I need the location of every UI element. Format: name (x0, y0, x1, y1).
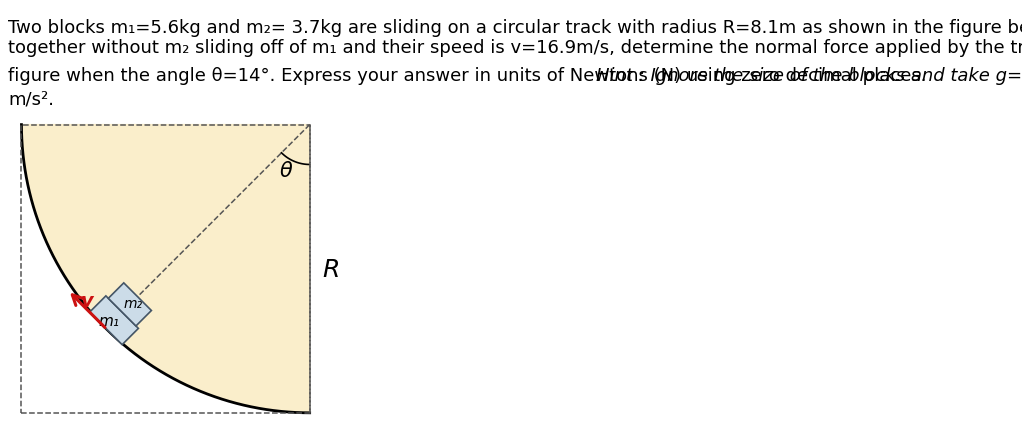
Text: m₂: m₂ (124, 296, 142, 310)
Polygon shape (21, 125, 310, 413)
Text: θ: θ (279, 160, 292, 180)
Text: v: v (81, 292, 94, 311)
Text: Two blocks m₁=5.6kg and m₂= 3.7kg are sliding on a circular track with radius R=: Two blocks m₁=5.6kg and m₂= 3.7kg are sl… (8, 19, 1022, 36)
Polygon shape (108, 283, 151, 326)
Text: R: R (322, 257, 339, 281)
Polygon shape (90, 296, 138, 345)
Text: Hint : Ignore the size of the blocks and take g=9.80: Hint : Ignore the size of the blocks and… (596, 67, 1022, 85)
Text: m/s².: m/s². (8, 90, 54, 108)
Text: m₁: m₁ (99, 313, 120, 328)
Text: together without m₂ sliding off of m₁ and their speed is v=16.9m/s, determine th: together without m₂ sliding off of m₁ an… (8, 39, 1022, 57)
Text: figure when the angle θ=14°. Express your answer in units of Newtons (N) using z: figure when the angle θ=14°. Express you… (8, 67, 932, 85)
